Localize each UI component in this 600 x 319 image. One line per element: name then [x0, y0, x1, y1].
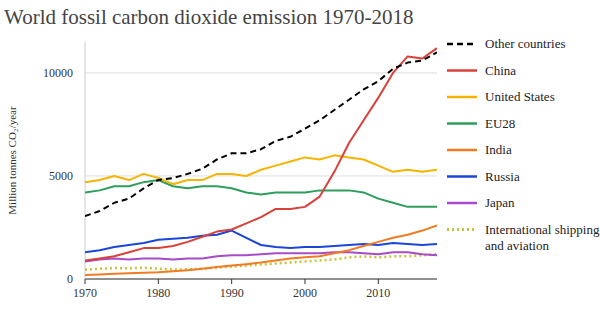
legend-label: India — [485, 142, 512, 157]
x-tick-label: 1990 — [220, 286, 244, 300]
legend-swatch — [447, 228, 477, 231]
series-line — [85, 155, 437, 184]
title: World fossil carbon dioxide emission 197… — [4, 5, 414, 29]
legend-label: International shippingand aviation — [485, 222, 600, 253]
legend-label: United States — [485, 89, 555, 104]
grid-line — [85, 279, 437, 280]
legend-label: China — [485, 63, 516, 78]
series-line — [85, 48, 437, 260]
legend-swatch — [447, 122, 477, 125]
legend-label: EU28 — [485, 116, 515, 131]
legend-label: Russia — [485, 169, 520, 184]
x-tick-label: 1980 — [146, 286, 170, 300]
x-tick-label: 2010 — [366, 286, 390, 300]
series-line — [85, 52, 437, 216]
series-line — [85, 252, 437, 261]
legend-label: Other countries — [485, 36, 566, 51]
chart: World fossil carbon dioxide emission 197… — [0, 0, 600, 319]
y-tick-label: 0 — [67, 272, 73, 286]
legend-swatch — [447, 149, 477, 152]
x-axis — [85, 279, 437, 280]
y-axis — [85, 42, 86, 279]
legend-swatch — [447, 69, 477, 72]
x-tick — [378, 279, 379, 284]
legend-swatch — [447, 202, 477, 205]
legend-label: Japan — [485, 195, 515, 210]
x-tick — [231, 279, 232, 284]
x-tick-label: 2000 — [293, 286, 317, 300]
y-axis-label: Million tonnes CO₂/year — [6, 106, 18, 215]
y-tick-label: 10000 — [43, 66, 73, 80]
legend-swatch — [447, 175, 477, 178]
x-tick — [158, 279, 159, 284]
x-tick-label: 1970 — [73, 286, 97, 300]
series-line — [85, 180, 437, 207]
grid-line — [85, 72, 437, 73]
plot-area — [85, 48, 437, 275]
x-tick — [305, 279, 306, 284]
y-tick-label: 5000 — [49, 169, 73, 183]
legend-swatch — [447, 96, 477, 99]
x-tick — [85, 279, 86, 284]
legend-swatch — [447, 43, 477, 46]
